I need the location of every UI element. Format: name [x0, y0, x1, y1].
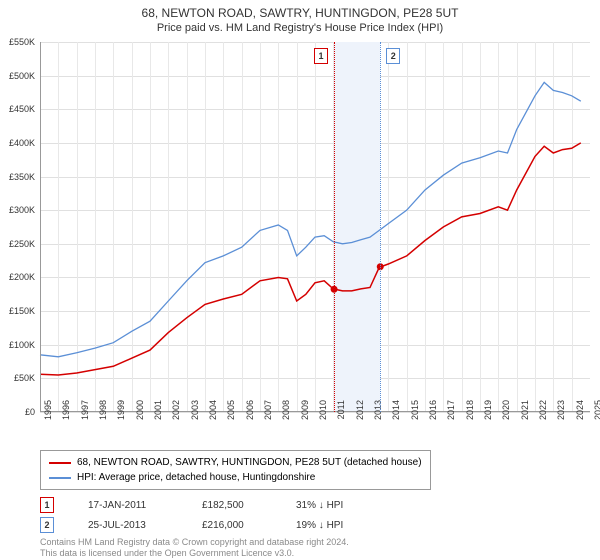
x-tick-label: 2025 [593, 400, 600, 430]
y-tick-label: £350K [0, 172, 35, 182]
chart-title: 68, NEWTON ROAD, SAWTRY, HUNTINGDON, PE2… [0, 0, 600, 22]
line-chart [40, 42, 590, 412]
marker-line [380, 42, 381, 412]
sale-price: £182,500 [202, 500, 262, 511]
x-tick-label: 1997 [80, 400, 90, 430]
y-tick-label: £100K [0, 340, 35, 350]
y-tick-label: £450K [0, 104, 35, 114]
sale-marker: 2 [40, 517, 54, 533]
x-tick-label: 2011 [336, 400, 346, 430]
x-tick-label: 2004 [208, 400, 218, 430]
x-tick-label: 2017 [446, 400, 456, 430]
sales-table: 1 17-JAN-2011 £182,500 31% ↓ HPI 2 25-JUL-201… [40, 495, 386, 535]
legend-label: 68, NEWTON ROAD, SAWTRY, HUNTINGDON, PE2… [77, 455, 422, 470]
y-tick-label: £400K [0, 138, 35, 148]
chart-area: £0£50K£100K£150K£200K£250K£300K£350K£400… [40, 42, 590, 412]
y-tick-label: £300K [0, 205, 35, 215]
x-tick-label: 2024 [575, 400, 585, 430]
x-tick-label: 1999 [116, 400, 126, 430]
y-tick-label: £200K [0, 272, 35, 282]
x-tick-label: 2016 [428, 400, 438, 430]
legend-item: 68, NEWTON ROAD, SAWTRY, HUNTINGDON, PE2… [49, 455, 422, 470]
x-tick-label: 1995 [43, 400, 53, 430]
x-tick-label: 2005 [226, 400, 236, 430]
marker-label: 1 [314, 48, 328, 64]
legend-swatch [49, 462, 71, 464]
sale-delta: 19% ↓ HPI [296, 520, 386, 531]
legend: 68, NEWTON ROAD, SAWTRY, HUNTINGDON, PE2… [40, 450, 431, 490]
x-tick-label: 2014 [391, 400, 401, 430]
x-tick-label: 2007 [263, 400, 273, 430]
x-tick-label: 2020 [501, 400, 511, 430]
y-tick-label: £50K [0, 373, 35, 383]
y-axis [40, 42, 41, 412]
y-tick-label: £500K [0, 71, 35, 81]
x-tick-label: 2023 [556, 400, 566, 430]
footer-attribution: Contains HM Land Registry data © Crown c… [40, 537, 349, 559]
x-tick-label: 2001 [153, 400, 163, 430]
sale-price: £216,000 [202, 520, 262, 531]
sale-row: 2 25-JUL-2013 £216,000 19% ↓ HPI [40, 515, 386, 535]
footer-line: Contains HM Land Registry data © Crown c… [40, 537, 349, 548]
x-tick-label: 2019 [483, 400, 493, 430]
legend-swatch [49, 477, 71, 479]
marker-label: 2 [386, 48, 400, 64]
legend-label: HPI: Average price, detached house, Hunt… [77, 470, 315, 485]
sale-date: 25-JUL-2013 [88, 520, 168, 531]
sale-row: 1 17-JAN-2011 £182,500 31% ↓ HPI [40, 495, 386, 515]
x-tick-label: 2012 [355, 400, 365, 430]
y-tick-label: £0 [0, 407, 35, 417]
x-tick-label: 2000 [135, 400, 145, 430]
y-tick-label: £150K [0, 306, 35, 316]
sale-delta: 31% ↓ HPI [296, 500, 386, 511]
x-tick-label: 2006 [245, 400, 255, 430]
x-tick-label: 1996 [61, 400, 71, 430]
x-tick-label: 2018 [465, 400, 475, 430]
sale-date: 17-JAN-2011 [88, 500, 168, 511]
chart-container: 68, NEWTON ROAD, SAWTRY, HUNTINGDON, PE2… [0, 0, 600, 560]
series-hpi [40, 82, 581, 356]
chart-subtitle: Price paid vs. HM Land Registry's House … [0, 22, 600, 38]
x-tick-label: 2008 [281, 400, 291, 430]
x-tick-label: 2022 [538, 400, 548, 430]
series-property [40, 143, 581, 375]
marker-line [334, 42, 335, 412]
legend-item: HPI: Average price, detached house, Hunt… [49, 470, 422, 485]
y-tick-label: £550K [0, 37, 35, 47]
x-tick-label: 2003 [190, 400, 200, 430]
x-tick-label: 2015 [410, 400, 420, 430]
x-tick-label: 2009 [300, 400, 310, 430]
sale-marker: 1 [40, 497, 54, 513]
y-tick-label: £250K [0, 239, 35, 249]
footer-line: This data is licensed under the Open Gov… [40, 548, 349, 559]
x-tick-label: 2021 [520, 400, 530, 430]
x-tick-label: 1998 [98, 400, 108, 430]
x-tick-label: 2013 [373, 400, 383, 430]
x-tick-label: 2002 [171, 400, 181, 430]
x-tick-label: 2010 [318, 400, 328, 430]
